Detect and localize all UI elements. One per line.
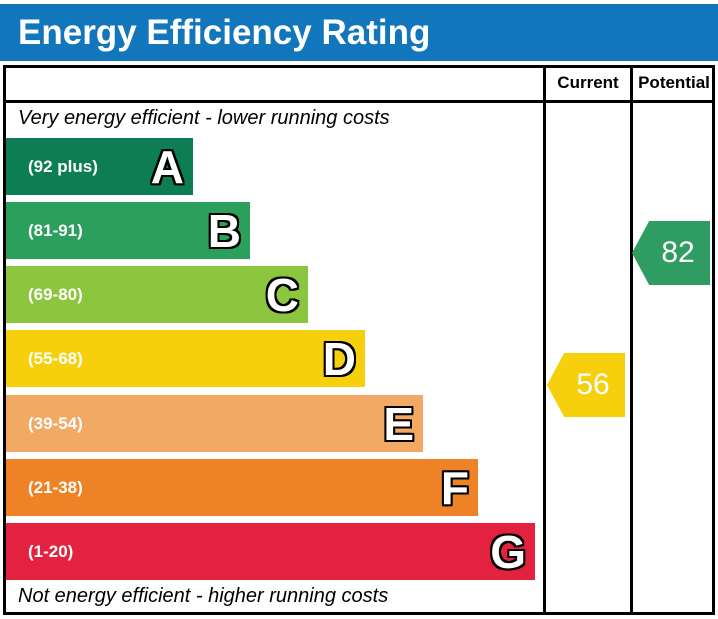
- band-b: (81-91) B: [6, 202, 250, 259]
- band-d: (55-68) D: [6, 330, 365, 387]
- potential-rating-arrow: 82: [632, 221, 710, 285]
- band-d-letter: D: [322, 332, 356, 385]
- band-f-range-label: (21-38): [28, 477, 83, 497]
- column-header-current: Current: [557, 73, 619, 92]
- top-note: Very energy efficient - lower running co…: [18, 107, 390, 129]
- band-b-range-label: (81-91): [28, 220, 83, 240]
- page-title: Energy Efficiency Rating: [18, 12, 431, 52]
- band-c-range-label: (69-80): [28, 284, 83, 304]
- band-e-letter: E: [383, 397, 414, 450]
- band-d-range-label: (55-68): [28, 348, 83, 368]
- band-f-letter: F: [440, 461, 469, 514]
- band-e-range-label: (39-54): [28, 413, 83, 433]
- potential-column-divider: [630, 65, 633, 615]
- band-e: (39-54) E: [6, 395, 423, 452]
- band-b-letter: B: [207, 204, 241, 257]
- band-a-letter: A: [150, 140, 184, 193]
- column-header-potential: Potential: [638, 73, 710, 92]
- band-c: (69-80) C: [6, 266, 308, 323]
- header-row-divider: [3, 100, 715, 103]
- title-bar: Energy Efficiency Rating: [0, 4, 718, 61]
- current-column-divider: [543, 65, 546, 615]
- potential-rating-value: 82: [661, 236, 695, 269]
- chart-table-frame: [3, 65, 715, 615]
- band-a-range-label: (92 plus): [28, 156, 98, 176]
- band-g-letter: G: [490, 525, 526, 578]
- band-a: (92 plus) A: [6, 138, 193, 195]
- current-rating-value: 56: [576, 368, 610, 401]
- current-rating-arrow: 56: [547, 353, 625, 417]
- band-g: (1-20) G: [6, 523, 535, 580]
- band-f: (21-38) F: [6, 459, 478, 516]
- bottom-note: Not energy efficient - higher running co…: [18, 585, 389, 607]
- band-c-letter: C: [265, 268, 299, 321]
- band-g-range-label: (1-20): [28, 541, 74, 561]
